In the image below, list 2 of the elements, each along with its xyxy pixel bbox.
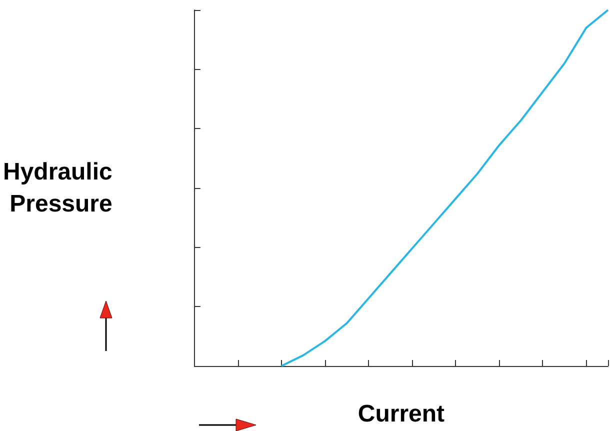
y-axis-title: Hydraulic Pressure bbox=[2, 158, 112, 218]
x-axis-title: Current bbox=[358, 400, 445, 428]
